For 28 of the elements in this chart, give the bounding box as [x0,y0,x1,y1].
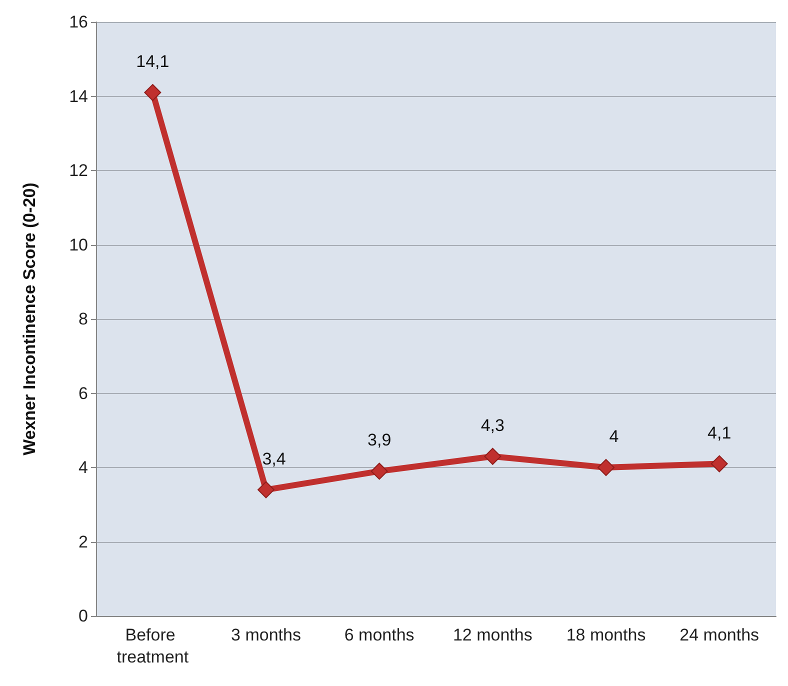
data-label: 14,1 [136,52,170,72]
data-label: 4,1 [708,423,732,442]
data-label: 3,4 [262,449,286,468]
y-tick-label: 16 [69,12,88,32]
point [598,459,614,476]
x-tick-label: 12 months [452,626,532,644]
x-tick-label: 18 months [566,626,646,644]
y-tick-label: 12 [69,161,88,180]
x-tick-label: 24 months [680,626,760,644]
point [370,462,388,480]
y-tick-label: 0 [78,606,88,626]
x-tick-label: 3 months [231,626,301,644]
y-tick-label: 8 [78,310,88,328]
point [144,84,162,102]
y-tick-label: 14 [69,86,88,106]
y-tick-label: 10 [69,235,88,254]
data-label: 3,9 [368,430,392,450]
x-tick-label: Before treatment [116,626,189,666]
data-label: 4,3 [480,416,504,435]
y-tick-label: 2 [78,532,88,552]
data-label: 4 [609,427,619,446]
y-tick-label: 4 [78,458,88,477]
x-tick-label: 6 months [344,626,414,644]
y-axis-title: Wexner Incontinence Score (0-20) [20,182,39,456]
y-tick-label: 6 [78,384,88,403]
point [484,448,502,465]
point [258,481,274,498]
point [710,455,728,472]
